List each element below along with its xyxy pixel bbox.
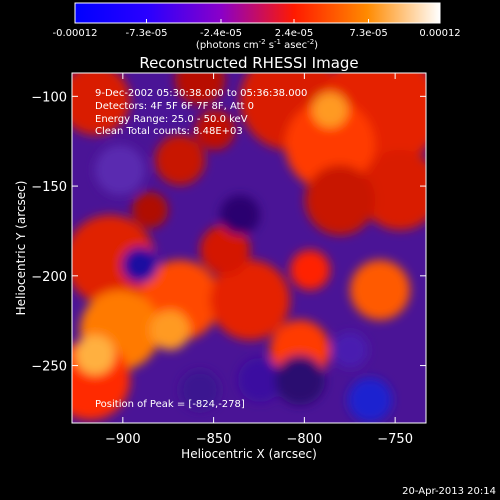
y-tick-label: −100 (31, 90, 67, 105)
colorbar-tick-label: -0.00012 (53, 28, 98, 39)
energy-range: Energy Range: 25.0 - 50.0 keV (95, 114, 248, 125)
image-annotations: 9-Dec-2002 05:30:38.000 to 05:36:38.000 … (95, 88, 307, 410)
x-tick-label: −800 (287, 432, 323, 447)
colorbar-units: (photons cm-2 s-1 asec-2) (196, 38, 318, 51)
colorbar-tick-label: 0.00012 (419, 28, 460, 39)
colorbar-gradient (74, 2, 441, 24)
clean-total-counts: Clean Total counts: 8.48E+03 (95, 126, 243, 137)
colorbar-tick-label: -7.3e-05 (125, 28, 167, 39)
detectors-info: Detectors: 4F 5F 6F 7F 8F, Att 0 (95, 101, 254, 112)
chart-title: Reconstructed RHESSI Image (139, 54, 358, 72)
colorbar-tick-label: 7.3e-05 (349, 28, 387, 39)
heatmap-image (72, 73, 426, 423)
y-axis: −100 −150 −200 −250 (31, 90, 426, 375)
x-tick-label: −750 (377, 432, 413, 447)
colorbar: -0.00012 -7.3e-05 -2.4e-05 2.4e-05 7.3e-05 0.… (53, 2, 461, 51)
y-axis-label: Heliocentric Y (arcsec) (14, 181, 28, 316)
x-axis: −900 −850 −800 −750 (105, 73, 413, 447)
y-tick-label: −200 (31, 270, 67, 285)
peak-position: Position of Peak = [-824,-278] (95, 399, 245, 410)
colorbar-tick-label: -2.4e-05 (200, 28, 242, 39)
footer-date: 20-Apr-2013 20:14 (402, 486, 496, 497)
x-axis-label: Heliocentric X (arcsec) (181, 447, 317, 461)
y-tick-label: −150 (31, 180, 67, 195)
colorbar-tick-label: 2.4e-05 (275, 28, 313, 39)
x-tick-label: −900 (105, 432, 141, 447)
observation-time: 9-Dec-2002 05:30:38.000 to 05:36:38.000 (95, 88, 307, 99)
plot-frame (71, 72, 427, 424)
y-tick-label: −250 (31, 360, 67, 375)
colorbar-ticks: -0.00012 -7.3e-05 -2.4e-05 2.4e-05 7.3e-05 0.… (53, 19, 461, 39)
x-tick-label: −850 (196, 432, 232, 447)
